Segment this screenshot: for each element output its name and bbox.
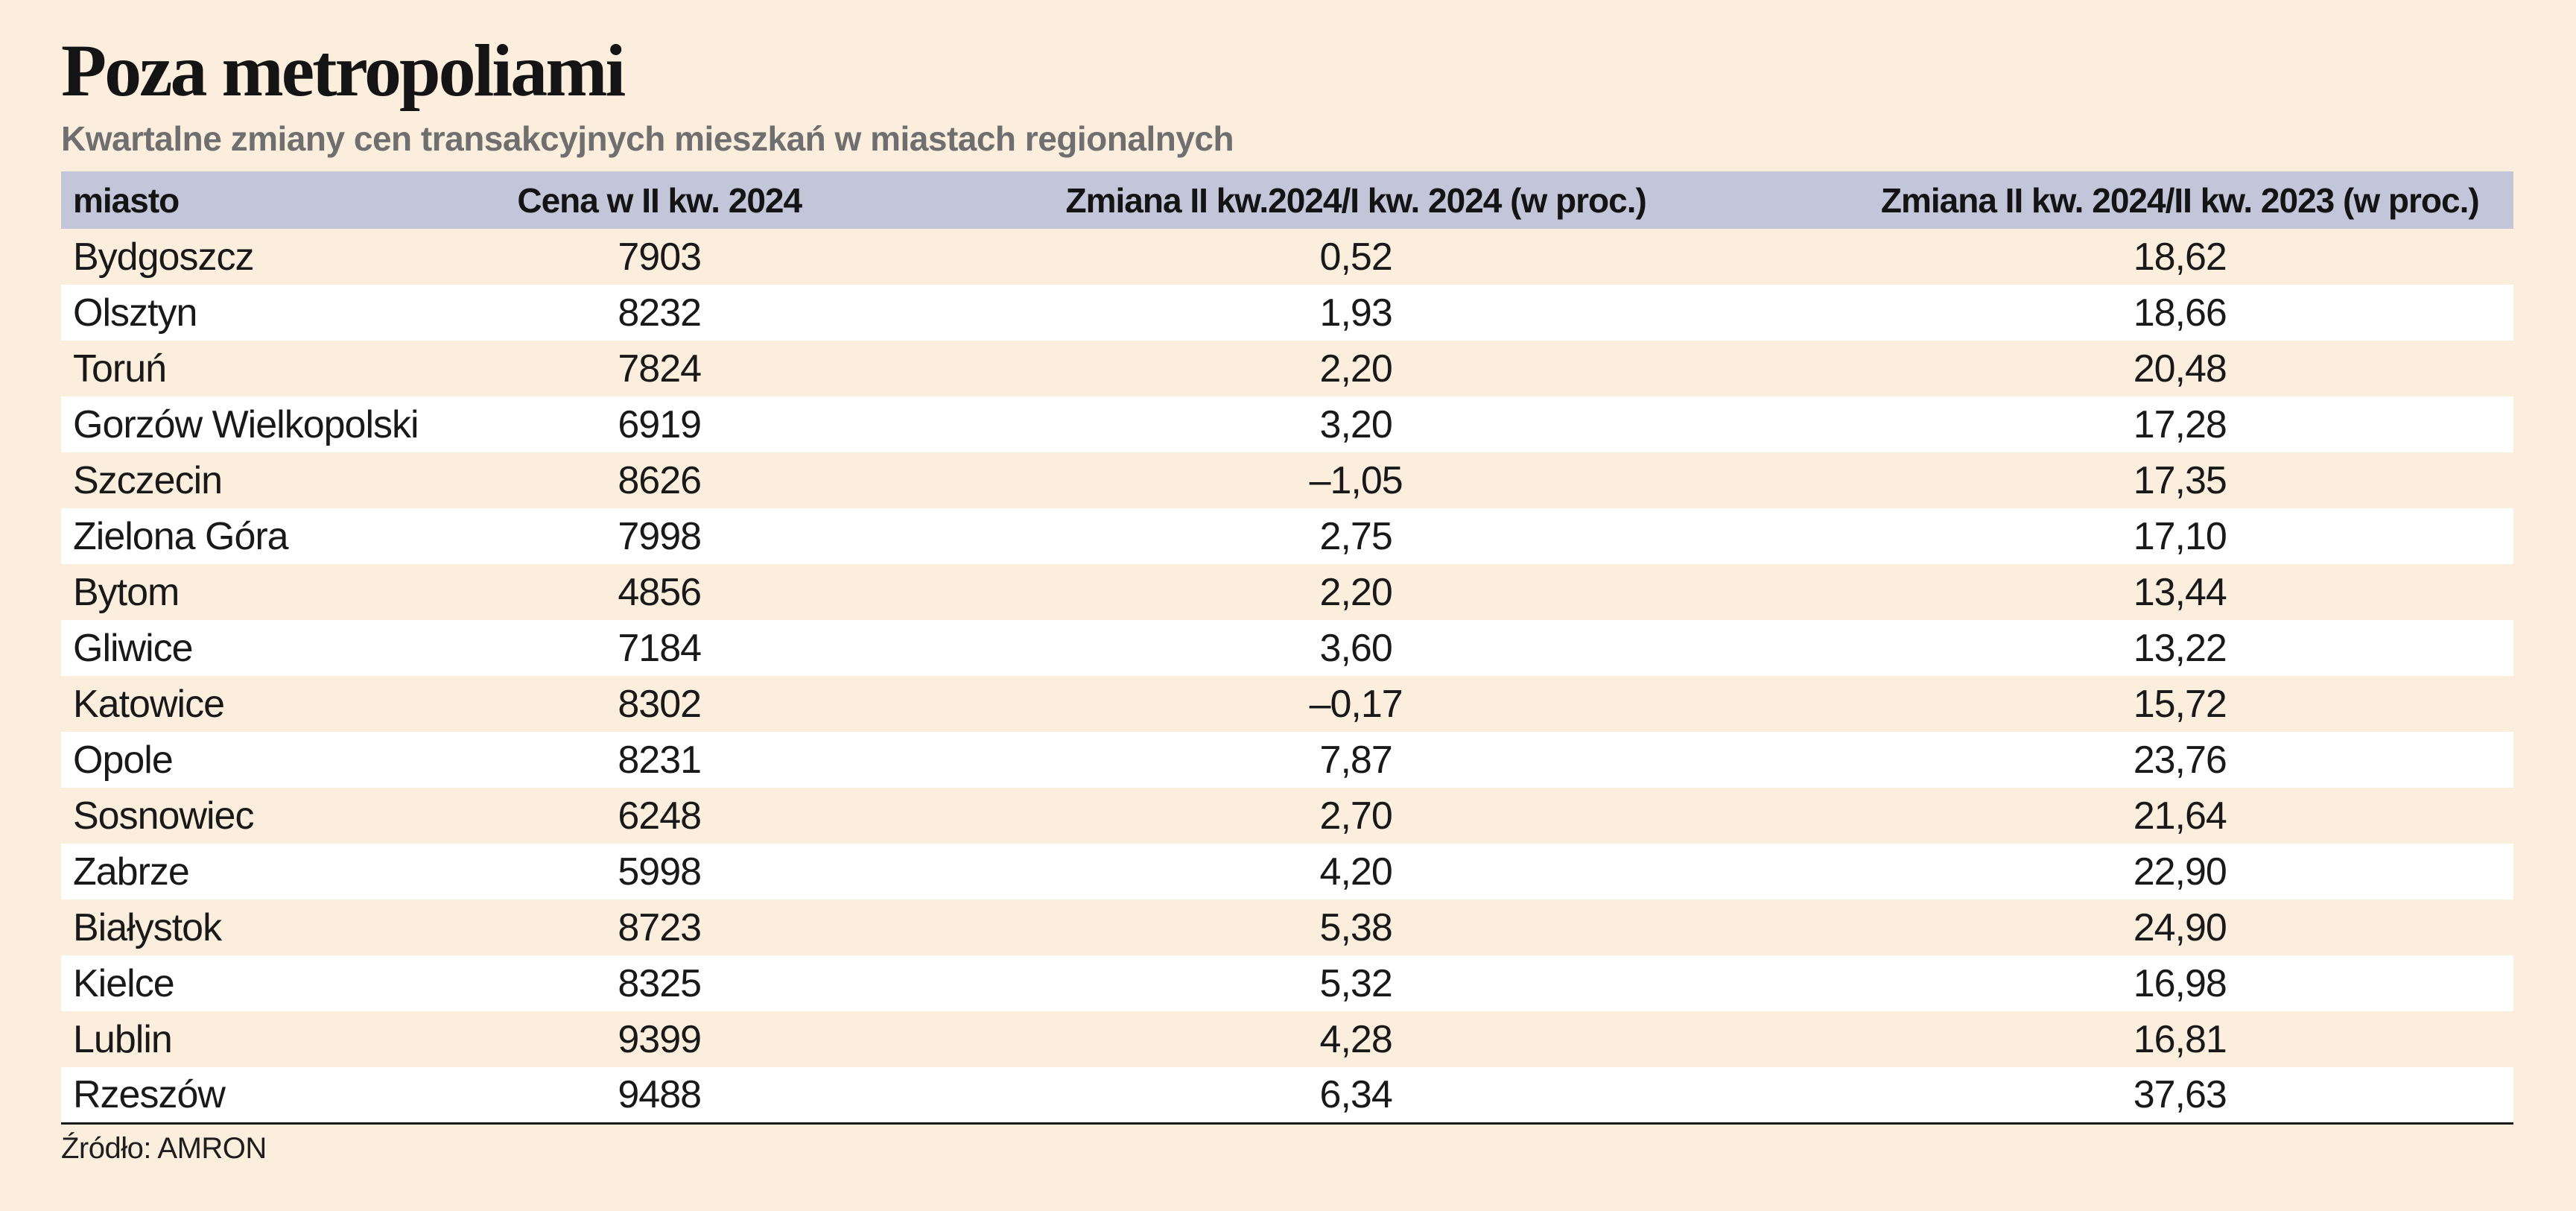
city-cell: Kielce: [73, 961, 175, 1005]
price-cell: 9488: [618, 1072, 702, 1116]
yoy-change-cell: 17,35: [2133, 458, 2227, 502]
column-header-qoq-change: Zmiana II kw.2024/I kw. 2024 (w proc.): [1065, 180, 1647, 220]
qoq-change-cell: 5,32: [1319, 961, 1393, 1005]
qoq-change-cell: 4,20: [1319, 850, 1393, 894]
price-cell: 8231: [618, 738, 702, 782]
yoy-change-cell: 21,64: [2133, 794, 2227, 838]
page-subtitle: Kwartalne zmiany cen transakcyjnych mies…: [61, 119, 1234, 158]
price-cell: 8232: [618, 291, 702, 335]
table-row: Zielona Góra 7998 2,75 17,10: [61, 508, 2513, 565]
price-table: miasto Cena w II kw. 2024 Zmiana II kw.2…: [61, 171, 2513, 1125]
table-row: Bydgoszcz 7903 0,52 18,62: [61, 229, 2513, 285]
table-row: Sosnowiec 6248 2,70 21,64: [61, 788, 2513, 844]
qoq-change-cell: 1,93: [1319, 291, 1393, 335]
qoq-change-cell: 2,20: [1319, 570, 1393, 614]
price-cell: 7824: [618, 347, 702, 391]
qoq-change-cell: –0,17: [1309, 682, 1403, 726]
yoy-change-cell: 13,44: [2133, 570, 2227, 614]
city-cell: Szczecin: [73, 458, 223, 502]
city-cell: Olsztyn: [73, 291, 197, 335]
source-note: Źródło: AMRON: [61, 1131, 267, 1165]
qoq-change-cell: 6,34: [1319, 1072, 1393, 1116]
qoq-change-cell: 5,38: [1319, 905, 1393, 949]
price-cell: 8325: [618, 961, 702, 1005]
table-row: Gorzów Wielkopolski 6919 3,20 17,28: [61, 396, 2513, 453]
price-cell: 4856: [618, 570, 702, 614]
qoq-change-cell: 2,20: [1319, 347, 1393, 391]
price-cell: 6248: [618, 794, 702, 838]
price-cell: 6919: [618, 402, 702, 446]
city-cell: Bytom: [73, 570, 180, 614]
page-title: Poza metropoliami: [61, 29, 626, 112]
table-row: Katowice 8302 –0,17 15,72: [61, 676, 2513, 732]
yoy-change-cell: 22,90: [2133, 850, 2227, 894]
city-cell: Toruń: [73, 347, 167, 391]
yoy-change-cell: 16,98: [2133, 961, 2227, 1005]
city-cell: Sosnowiec: [73, 794, 254, 838]
table-row: Kielce 8325 5,32 16,98: [61, 955, 2513, 1012]
qoq-change-cell: –1,05: [1309, 458, 1403, 502]
yoy-change-cell: 13,22: [2133, 626, 2227, 670]
table-row: Białystok 8723 5,38 24,90: [61, 899, 2513, 955]
yoy-change-cell: 18,66: [2133, 291, 2227, 335]
table-header: miasto Cena w II kw. 2024 Zmiana II kw.2…: [61, 171, 2513, 230]
price-cell: 9399: [618, 1017, 702, 1061]
yoy-change-cell: 15,72: [2133, 682, 2227, 726]
qoq-change-cell: 3,20: [1319, 402, 1393, 446]
yoy-change-cell: 17,28: [2133, 402, 2227, 446]
table-row: Bytom 4856 2,20 13,44: [61, 564, 2513, 620]
price-cell: 5998: [618, 850, 702, 894]
column-header-city: miasto: [73, 180, 180, 220]
qoq-change-cell: 4,28: [1319, 1017, 1393, 1061]
qoq-change-cell: 2,75: [1319, 514, 1393, 558]
table-row: Gliwice 7184 3,60 13,22: [61, 620, 2513, 677]
table-body: Bydgoszcz 7903 0,52 18,62 Olsztyn 8232 1,93 18,…: [61, 229, 2513, 1124]
price-cell: 8723: [618, 905, 702, 949]
table-row: Zabrze 5998 4,20 22,90: [61, 844, 2513, 900]
price-cell: 7184: [618, 626, 702, 670]
table-row: Olsztyn 8232 1,93 18,66: [61, 285, 2513, 341]
infographic: Poza metropoliami Kwartalne zmiany cen t…: [61, 0, 2513, 1166]
yoy-change-cell: 24,90: [2133, 905, 2227, 949]
yoy-change-cell: 17,10: [2133, 514, 2227, 558]
city-cell: Lublin: [73, 1017, 173, 1061]
yoy-change-cell: 37,63: [2133, 1072, 2227, 1116]
yoy-change-cell: 16,81: [2133, 1017, 2227, 1061]
qoq-change-cell: 3,60: [1319, 626, 1393, 670]
city-cell: Zielona Góra: [73, 514, 289, 558]
price-cell: 7903: [618, 235, 702, 279]
city-cell: Opole: [73, 738, 174, 782]
qoq-change-cell: 0,52: [1319, 235, 1393, 279]
yoy-change-cell: 18,62: [2133, 235, 2227, 279]
table-row: Opole 8231 7,87 23,76: [61, 732, 2513, 788]
price-cell: 8626: [618, 458, 702, 502]
yoy-change-cell: 23,76: [2133, 738, 2227, 782]
column-header-price: Cena w II kw. 2024: [517, 180, 802, 220]
city-cell: Zabrze: [73, 850, 190, 894]
column-header-yoy-change: Zmiana II kw. 2024/II kw. 2023 (w proc.): [1880, 180, 2480, 220]
table-row: Szczecin 8626 –1,05 17,35: [61, 452, 2513, 508]
table-header-row: miasto Cena w II kw. 2024 Zmiana II kw.2…: [61, 171, 2513, 230]
price-cell: 7998: [618, 514, 702, 558]
city-cell: Bydgoszcz: [73, 235, 254, 279]
city-cell: Rzeszów: [73, 1072, 226, 1116]
qoq-change-cell: 7,87: [1319, 738, 1393, 782]
price-cell: 8302: [618, 682, 702, 726]
table-row: Toruń 7824 2,20 20,48: [61, 341, 2513, 396]
city-cell: Gorzów Wielkopolski: [73, 402, 419, 446]
table-row: Lublin 9399 4,28 16,81: [61, 1011, 2513, 1067]
qoq-change-cell: 2,70: [1319, 794, 1393, 838]
city-cell: Gliwice: [73, 626, 194, 670]
city-cell: Katowice: [73, 682, 225, 726]
table-row: Rzeszów 9488 6,34 37,63: [61, 1067, 2513, 1124]
yoy-change-cell: 20,48: [2133, 347, 2227, 391]
city-cell: Białystok: [73, 905, 222, 949]
